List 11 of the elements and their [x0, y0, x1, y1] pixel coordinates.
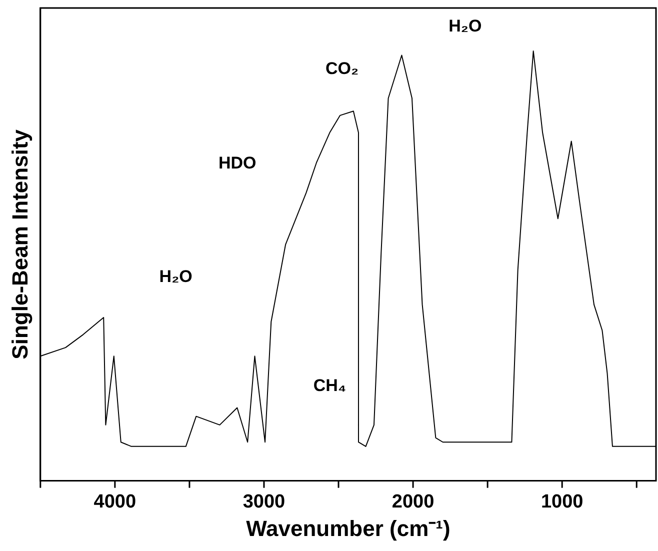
annotation: CO₂ [326, 59, 359, 78]
y-axis-title: Single-Beam Intensity [7, 128, 32, 360]
x-tick-label: 1000 [540, 491, 584, 512]
annotation: HDO [218, 154, 256, 173]
text: H₂O [448, 16, 482, 36]
annotation: CH₄ [313, 376, 346, 395]
annotation: H₂O [159, 267, 192, 286]
x-tick-label: 4000 [94, 491, 136, 512]
x-tick-label: 2000 [392, 491, 434, 512]
x-tick-label: 3000 [242, 491, 286, 512]
x-axis-title: Wavenumber (cm⁻¹) [246, 516, 450, 541]
